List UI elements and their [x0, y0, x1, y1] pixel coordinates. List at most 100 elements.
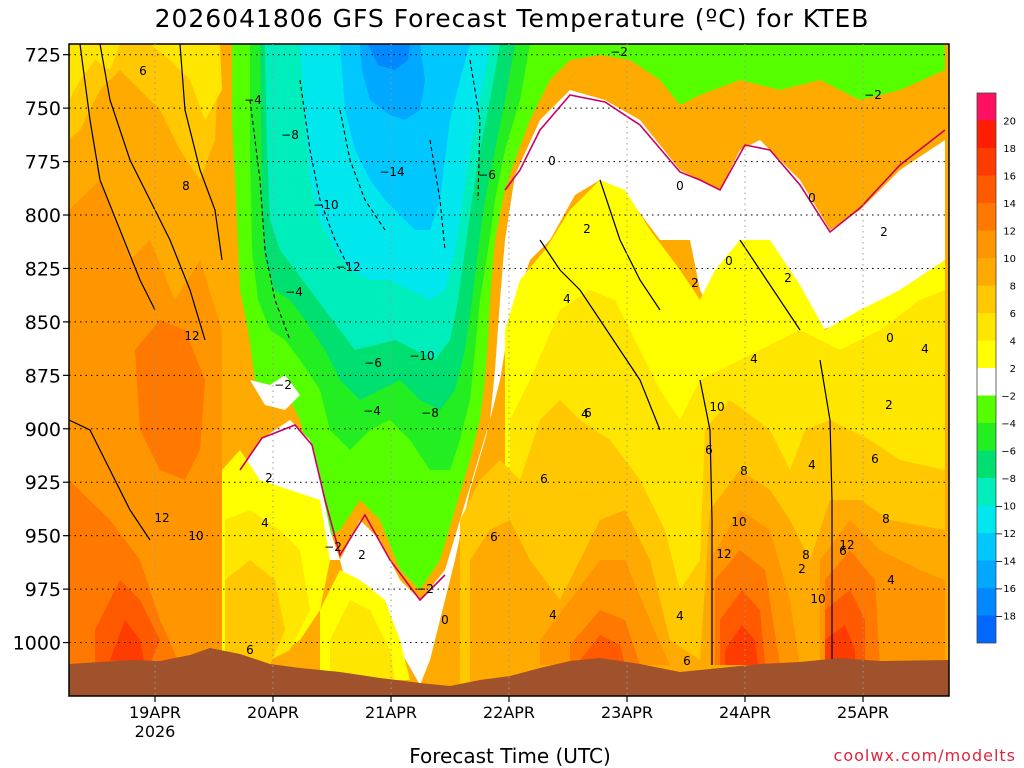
contour-label: −8	[421, 406, 439, 420]
contour-labels: 6 8 12 12 10 −4 −8 −10 −14 −12 −4 −6 −10 −4 −8 −2 2 4 2 −2 −…	[139, 45, 929, 668]
contour-label: 0	[725, 254, 733, 268]
field-14-left	[95, 580, 160, 665]
colorbar-label: −18	[995, 612, 1016, 623]
colorbar-swatch	[977, 93, 996, 121]
colorbar-label: −4	[1001, 419, 1016, 430]
contour-label: 12	[716, 547, 731, 561]
contour-label: −2	[864, 88, 882, 102]
contour-label: −4	[285, 285, 303, 299]
field-neg16	[368, 44, 410, 70]
colorbar-label: 4	[1010, 337, 1016, 348]
colorbar-swatch	[977, 423, 996, 451]
contour-lines	[69, 44, 833, 665]
contour-label: 0	[886, 331, 894, 345]
contour-label: 10	[731, 515, 746, 529]
contour-label: 8	[882, 512, 890, 526]
field-12-left	[135, 320, 205, 480]
contour-label: 12	[154, 511, 169, 525]
field-zero-band	[340, 90, 945, 685]
contour-label: 2	[691, 276, 699, 290]
contour-label: 6	[246, 643, 254, 657]
colorbar-label: 18	[1003, 144, 1016, 155]
colorbar-label: −12	[995, 529, 1016, 540]
y-tick-label: 800	[25, 205, 61, 227]
x-year-label: 2026	[135, 722, 176, 741]
x-tick-label: 24APR	[719, 703, 771, 722]
colorbar-label: −8	[1001, 474, 1016, 485]
contour-label: 0	[548, 154, 556, 168]
colorbar-swatch	[977, 120, 996, 148]
y-tick-label: 725	[25, 45, 61, 67]
y-tick-label: 925	[25, 472, 61, 494]
colorbar-swatch	[977, 230, 996, 258]
x-tick-label: 21APR	[365, 703, 417, 722]
contour-label: −10	[313, 198, 338, 212]
contour-label: −10	[409, 349, 434, 363]
colorbar-swatch	[977, 450, 996, 478]
colorbar-swatch	[977, 148, 996, 176]
colorbar-label: 20	[1003, 117, 1016, 128]
y-tick-label: 900	[25, 419, 61, 441]
contour-label: 4	[808, 458, 816, 472]
colorbar-swatch	[977, 505, 996, 533]
colorbar-swatch	[977, 533, 996, 561]
contour-label: −8	[281, 128, 299, 142]
colorbar-swatch	[977, 395, 996, 423]
contour-label: 6	[839, 544, 847, 558]
colorbar-frame	[976, 92, 997, 644]
contour-lines-dashed	[249, 59, 481, 341]
colorbar-swatch	[977, 588, 996, 616]
contour-label: 2	[798, 562, 806, 576]
x-axis-title: Forecast Time (UTC)	[409, 744, 611, 768]
y-tick-label: 1000	[13, 633, 61, 655]
colorbar-label: −6	[1001, 447, 1016, 458]
contour-label: 12	[839, 538, 854, 552]
contour-label: 4	[261, 516, 269, 530]
contour-label: 6	[871, 452, 879, 466]
x-tick-label: 20APR	[247, 703, 299, 722]
colorbar-label: 8	[1010, 282, 1016, 293]
colorbar-swatch	[977, 203, 996, 231]
colorbar-label: 6	[1010, 309, 1016, 320]
contour-label: 6	[139, 64, 147, 78]
contour-label: 2	[880, 225, 888, 239]
contour-label: 6	[490, 530, 498, 544]
contour-label: 4	[581, 407, 589, 421]
colorbar-swatch	[977, 175, 996, 203]
contour-label: 4	[750, 352, 758, 366]
contour-label: −2	[274, 378, 292, 392]
credit-text: coolwx.com/modelts	[833, 746, 1016, 765]
contour-label: −4	[363, 404, 381, 418]
colorbar-label: 16	[1003, 172, 1016, 183]
field-6-20apr	[225, 560, 285, 665]
colorbar-label: −16	[995, 584, 1016, 595]
contour-label: −14	[379, 165, 404, 179]
colorbar-label: −14	[995, 557, 1016, 568]
y-tick-label: 775	[25, 152, 61, 174]
contour-label: 0	[441, 613, 449, 627]
contour-label: −2	[324, 540, 342, 554]
y-tick-label: 825	[25, 258, 61, 280]
colorbar-swatch	[977, 478, 996, 506]
terrain	[69, 648, 949, 696]
contour-label: 4	[676, 609, 684, 623]
field-12-right	[570, 550, 880, 665]
contour-label: 4	[563, 292, 571, 306]
contour-label: 0	[808, 191, 816, 205]
y-tick-label: 950	[25, 526, 61, 548]
contour-label: −2	[610, 45, 628, 59]
contour-label: 2	[265, 471, 273, 485]
colorbar: 20 18 16 14 12 10 8 6 4 2 −2 −4 −6 −8 −10 −12 −14 −16 −18	[976, 92, 1016, 644]
contour-label: 6	[584, 406, 592, 420]
colorbar-swatch	[977, 368, 996, 396]
field-12-left2	[69, 480, 180, 665]
contour-label: 6	[705, 443, 713, 457]
colorbar-label: −2	[1001, 392, 1016, 403]
contour-label: 10	[709, 400, 724, 414]
colorbar-label: 12	[1003, 227, 1016, 238]
x-tick-label: 25APR	[837, 703, 889, 722]
contour-label: −6	[364, 356, 382, 370]
x-tick-label: 19APR	[129, 703, 181, 722]
